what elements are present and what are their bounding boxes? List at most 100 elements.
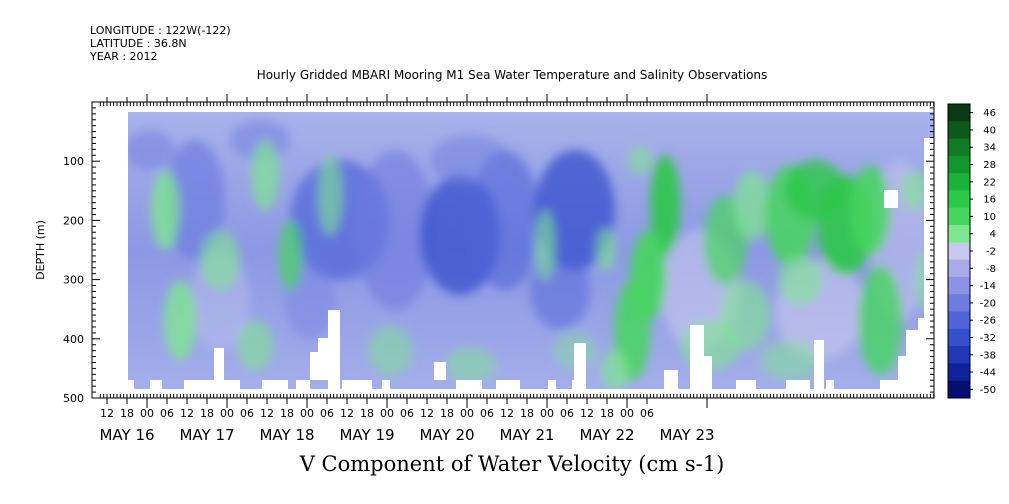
colorbar-swatch xyxy=(948,138,970,157)
missing-data-mask xyxy=(786,380,810,389)
heatmap-blob xyxy=(430,135,510,185)
x-hour-tick-label: 12 xyxy=(420,407,434,420)
x-day-label: MAY 20 xyxy=(419,426,474,444)
colorbar-swatch xyxy=(948,104,970,122)
colorbar-swatch xyxy=(948,242,970,261)
x-hour-tick-label: 18 xyxy=(440,407,454,420)
missing-data-mask xyxy=(92,102,934,112)
x-day-label: MAY 17 xyxy=(179,426,234,444)
colorbar-swatch xyxy=(948,311,970,330)
heatmap-blob xyxy=(318,155,342,235)
heatmap-blob xyxy=(164,280,196,360)
missing-data-mask xyxy=(342,380,372,389)
missing-data-mask xyxy=(690,325,704,389)
missing-data-mask xyxy=(382,380,390,389)
missing-data-mask xyxy=(898,356,906,389)
x-hour-tick-label: 06 xyxy=(240,407,254,420)
heatmap-blob xyxy=(230,120,290,160)
y-tick-label: 200 xyxy=(63,214,84,227)
missing-data-masks xyxy=(92,102,934,398)
x-day-label: MAY 23 xyxy=(659,426,714,444)
plot-axes: 12 18 00 06 12 18 00 06 12 18 00 06 12 18 00 06 12 18 00 06… xyxy=(63,94,935,444)
missing-data-mask xyxy=(496,380,520,389)
heatmap-blob xyxy=(601,350,629,389)
x-hour-tick-label: 18 xyxy=(280,407,294,420)
heatmap-blob xyxy=(200,230,240,290)
x-hour-tick-label: 12 xyxy=(100,407,114,420)
x-hour-tick-label: 12 xyxy=(580,407,594,420)
y-axis-label: DEPTH (m) xyxy=(34,220,47,280)
colorbar-label: -50 xyxy=(980,385,996,396)
colorbar-swatch xyxy=(948,190,970,209)
missing-data-mask xyxy=(884,190,898,208)
x-hour-tick-label: 12 xyxy=(260,407,274,420)
x-hour-tick-label: 06 xyxy=(640,407,654,420)
x-hour-tick-label: 06 xyxy=(560,407,574,420)
heatmap-blobs xyxy=(128,120,934,389)
heatmap-blob xyxy=(251,140,279,210)
x-day-label: MAY 16 xyxy=(99,426,154,444)
x-hour-tick-label: 12 xyxy=(340,407,354,420)
heatmap-blob xyxy=(368,325,412,375)
heatmap-blob xyxy=(650,155,680,255)
colorbar-label: 40 xyxy=(983,125,996,136)
colorbar-label: -8 xyxy=(986,264,996,275)
colorbar-label: -32 xyxy=(980,333,996,344)
x-hour-tick-label: 18 xyxy=(200,407,214,420)
heatmap-blob xyxy=(734,170,770,240)
x-hour-tick-label: 18 xyxy=(120,407,134,420)
colorbar-swatch xyxy=(948,346,970,364)
x-day-label: MAY 22 xyxy=(579,426,634,444)
colorbar-swatch xyxy=(948,276,970,295)
heatmap-blob xyxy=(237,320,273,370)
missing-data-mask xyxy=(434,362,446,380)
colorbar-label: 28 xyxy=(983,160,996,171)
missing-data-mask xyxy=(128,380,134,389)
heatmap-blob xyxy=(760,340,820,380)
colorbar-label: -26 xyxy=(980,316,996,327)
x-hour-tick-label: 18 xyxy=(360,407,374,420)
x-hour-tick-label: 18 xyxy=(600,407,614,420)
x-day-label: MAY 18 xyxy=(259,426,314,444)
colorbar-swatch xyxy=(948,259,970,278)
heatmap-blob xyxy=(850,165,890,255)
missing-data-mask xyxy=(456,380,482,389)
colorbar-swatch xyxy=(948,294,970,313)
missing-data-mask xyxy=(214,348,224,380)
colorbar-label: 16 xyxy=(983,195,996,206)
chart-title: Hourly Gridded MBARI Mooring M1 Sea Wate… xyxy=(256,68,768,82)
x-hour-tick-label: 00 xyxy=(460,407,474,420)
colorbar: 46 40 34 28 22 16 10 4 -2 -8 -14 -20 -26 -32 -38 -44 -50 xyxy=(947,103,996,399)
missing-data-mask xyxy=(150,380,162,389)
missing-data-mask xyxy=(572,380,586,389)
missing-data-mask xyxy=(814,340,824,389)
missing-data-mask xyxy=(880,380,900,389)
heatmap-blob xyxy=(535,210,555,280)
x-hour-tick-label: 06 xyxy=(320,407,334,420)
y-tick-label: 400 xyxy=(63,333,84,346)
missing-data-mask xyxy=(310,352,328,380)
heatmap-blob xyxy=(470,150,540,290)
x-hour-tick-label: 18 xyxy=(520,407,534,420)
x-hour-tick-label: 00 xyxy=(220,407,234,420)
colorbar-swatch xyxy=(948,121,970,140)
colorbar-swatch xyxy=(948,173,970,191)
colorbar-label: 10 xyxy=(983,212,996,223)
x-hour-tick-label: 00 xyxy=(380,407,394,420)
colorbar-swatch xyxy=(948,155,970,174)
heatmap-blob xyxy=(128,130,175,170)
heatmap-blob xyxy=(901,170,929,210)
variable-label: V Component of Water Velocity (cm s-1) xyxy=(299,452,725,476)
heatmap-blob xyxy=(858,265,902,375)
missing-data-mask xyxy=(262,380,288,389)
colorbar-label: 22 xyxy=(983,177,996,188)
colorbar-swatch xyxy=(948,380,970,399)
x-hour-tick-label: 06 xyxy=(480,407,494,420)
colorbar-label: 4 xyxy=(990,229,996,240)
colorbar-label: -14 xyxy=(980,281,996,292)
missing-data-mask xyxy=(906,330,920,389)
y-tick-label: 100 xyxy=(63,155,84,168)
colorbar-label: 34 xyxy=(983,143,996,154)
missing-data-mask xyxy=(92,102,128,398)
missing-data-mask xyxy=(92,389,934,398)
